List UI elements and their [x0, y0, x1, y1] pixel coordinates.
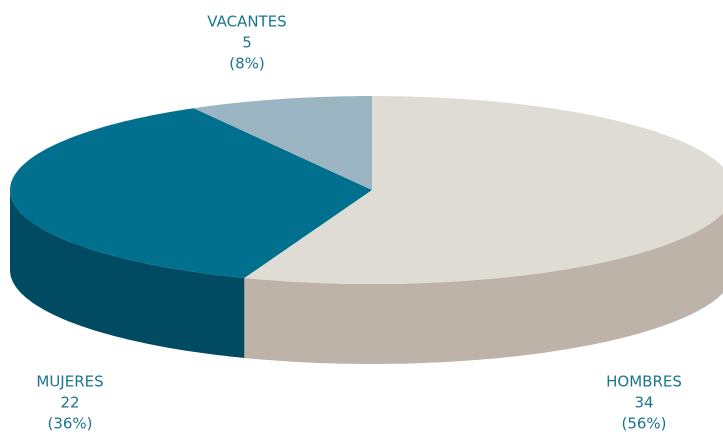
pie-slice — [10, 108, 372, 278]
slice-value: 34 — [634, 394, 653, 412]
pie-slice — [193, 96, 372, 190]
pie-slice-side — [244, 212, 723, 364]
slice-percent: (56%) — [621, 415, 666, 433]
slice-percent: (36%) — [47, 415, 92, 433]
slice-label: MUJERES — [36, 373, 103, 391]
pie-slice — [244, 96, 723, 284]
slice-label: VACANTES — [207, 13, 286, 31]
slice-value: 5 — [242, 34, 252, 52]
slice-label: HOMBRES — [606, 373, 682, 391]
pie-slice-side — [10, 190, 245, 358]
slice-value: 22 — [60, 394, 79, 412]
slice-percent: (8%) — [229, 55, 265, 73]
